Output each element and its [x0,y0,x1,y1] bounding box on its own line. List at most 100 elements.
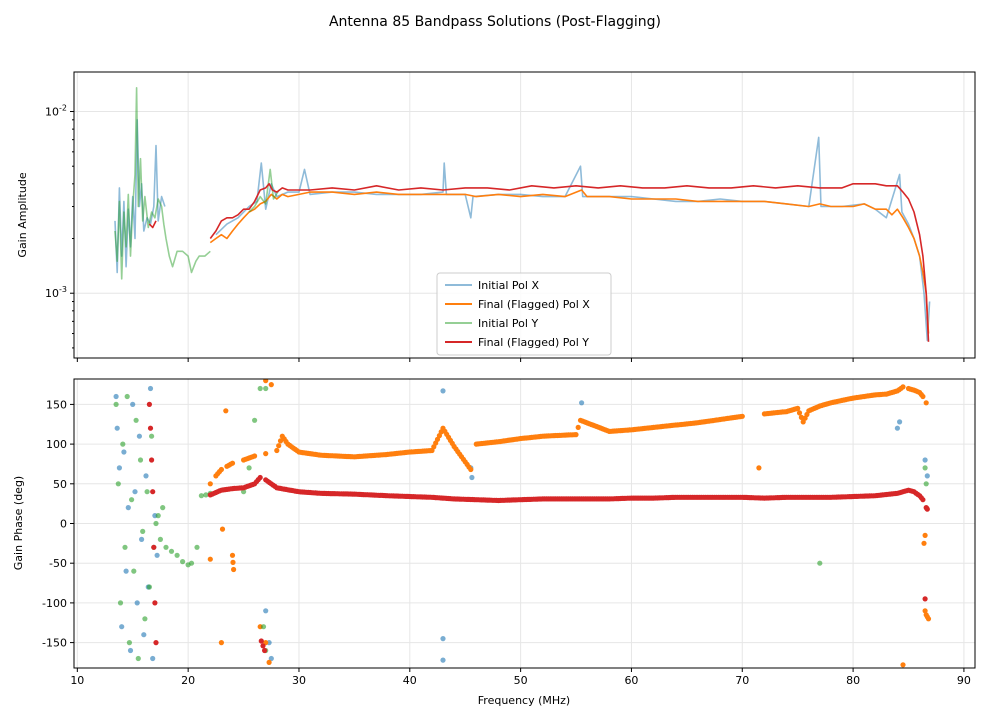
phase-y-ticks: -150 -100 -50 0 50 100 150 [42,398,74,650]
phase-point [804,494,810,500]
x-tick-label-60: 60 [624,674,638,687]
phase-point [898,385,904,391]
phase-point [737,494,744,500]
phase-point [923,481,929,487]
phase-point [114,425,120,431]
x-tick-label-80: 80 [846,674,860,687]
phase-point [427,494,433,500]
phase-point [469,474,475,481]
phase-point [796,410,803,416]
phase-point [129,497,135,503]
phase-point [157,536,163,543]
phase-point [255,477,261,483]
phase-ytick-label-0: 0 [60,518,67,531]
phase-point [494,497,500,503]
amplitude-axes-frame [73,71,976,359]
amplitude-panel: 10-3 10-2 Gain Amplitude Initial Pol X Fi… [16,71,976,362]
phase-point [141,632,147,638]
phase-point [152,600,158,606]
phase-point [228,461,234,467]
phase-point [147,385,154,392]
phase-point [915,389,921,395]
amp-line-initial-pol-y [114,87,280,280]
phase-point [575,424,581,430]
phase-point [149,457,155,463]
phase-point [263,608,269,614]
phase-point [250,481,256,488]
phase-point [918,391,924,398]
phase-point [922,465,928,471]
phase-point [188,560,195,566]
phase-point [276,443,282,449]
amplitude-plot-area [114,87,931,342]
phase-ytick-label-150: 150 [46,398,67,411]
x-tick-label-20: 20 [181,674,195,687]
phase-point [246,465,252,471]
phase-point [143,473,149,479]
phase-ytick-label--150: -150 [42,637,67,650]
phase-point [146,401,152,407]
phase-x-ticks: 10 20 30 40 50 60 70 80 90 [70,668,971,687]
phase-ytick-label--100: -100 [42,597,67,610]
x-tick-label-10: 10 [70,674,84,687]
phase-point [250,454,256,460]
phase-point [440,388,446,394]
phase-point [579,400,585,406]
phase-point [154,552,160,558]
phase-point [263,379,269,384]
legend-label-initial-y: Initial Pol Y [478,317,538,330]
phase-point [124,393,130,400]
figure-title: Antenna 85 Bandpass Solutions (Post-Flag… [329,14,661,30]
phase-point [260,643,266,649]
phase-point [132,489,138,495]
phase-point [116,465,122,471]
phase-point [649,495,655,501]
phase-point [263,451,269,457]
phase-ytick-label-50: 50 [53,478,67,491]
x-tick-label-30: 30 [292,674,306,687]
phase-ytick-label--50: -50 [49,557,67,570]
phase-point [133,417,139,423]
phase-point [349,454,356,460]
phase-point [405,493,411,499]
amp-line-final-flagged-pol-x [209,189,930,334]
phase-point [216,469,223,475]
phase-series-initial-pol-x [113,385,930,663]
phase-point [163,544,169,550]
phase-point [174,552,180,558]
phase-point [471,497,477,503]
phase-point [266,659,272,666]
phase-point [147,425,154,431]
phase-series-final-flagged-pol-x [207,379,932,668]
phase-point [260,624,267,630]
phase-point [144,489,150,495]
phase-point [146,584,152,590]
phase-point [266,479,272,486]
amplitude-grid [74,72,975,358]
legend-frame [436,272,612,356]
phase-point [230,559,236,566]
phase-point [449,496,455,502]
phase-point [219,526,226,532]
phase-point [218,640,224,646]
amplitude-y-ticks: 10-3 10-2 [45,104,74,349]
legend-label-initial-x: Initial Pol X [478,279,539,292]
phase-point [119,624,125,630]
phase-point [268,382,274,388]
phase-point [900,662,906,668]
phase-point [918,495,924,501]
phase-point [168,548,175,554]
phase-point [756,465,762,471]
phase-point [316,490,322,496]
phase-point [924,505,930,511]
phase-y-axis-label: Gain Phase (deg) [12,476,25,570]
phase-point [671,494,677,500]
phase-point [155,513,161,519]
phase-point [113,393,119,400]
phase-point [268,655,274,662]
phase-point [151,544,157,550]
amplitude-x-ticks [76,358,965,362]
phase-point [904,488,910,494]
phase-point [715,494,721,500]
